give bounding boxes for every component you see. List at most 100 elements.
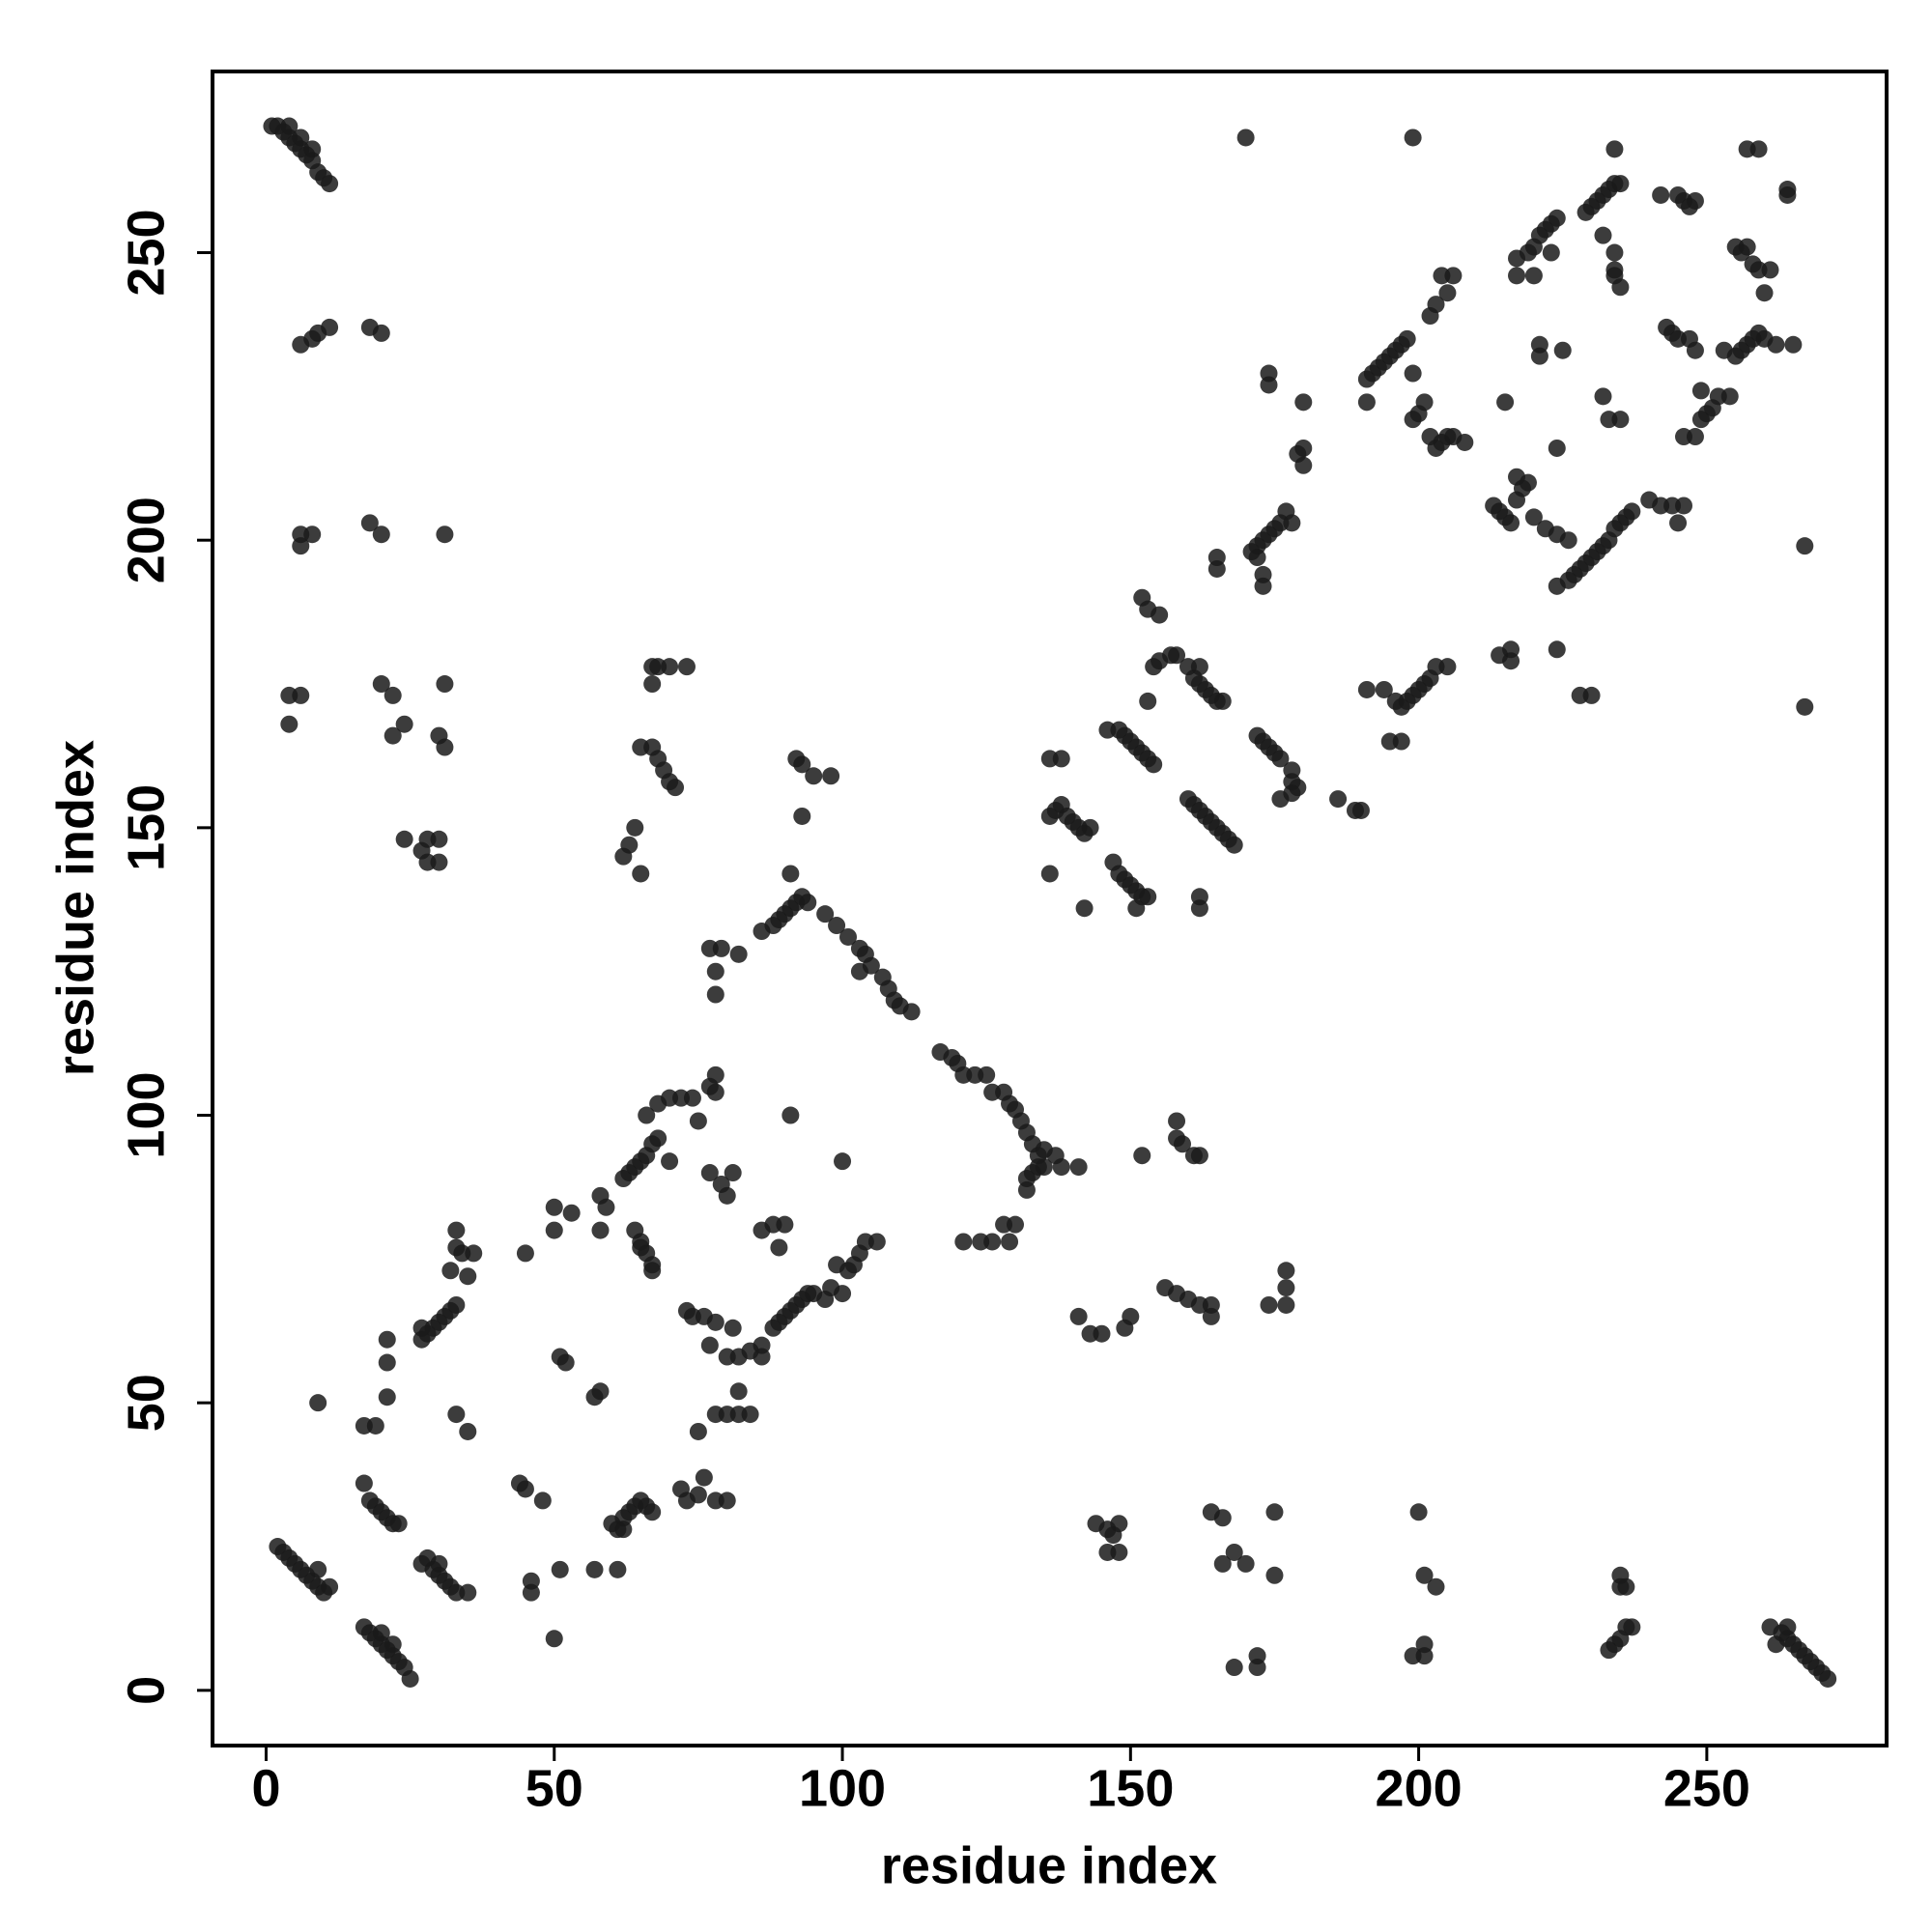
point (718, 1186, 736, 1205)
point (292, 686, 310, 704)
point (459, 1583, 477, 1602)
point (1236, 1554, 1255, 1573)
point (834, 1152, 852, 1171)
point (280, 117, 298, 135)
point (1225, 836, 1243, 854)
point (902, 1003, 921, 1021)
point (724, 1164, 742, 1182)
point (1007, 1215, 1025, 1234)
point (1017, 1180, 1036, 1199)
point (1248, 549, 1266, 567)
point (661, 658, 679, 676)
point (1691, 382, 1710, 400)
point (522, 1583, 540, 1602)
point (1755, 284, 1774, 302)
point (609, 1560, 627, 1578)
point (1248, 1659, 1266, 1677)
point (1254, 577, 1272, 595)
point (447, 1295, 466, 1314)
point (1190, 899, 1208, 918)
point (1502, 640, 1520, 659)
point (1456, 433, 1474, 451)
point (591, 1382, 610, 1401)
point (706, 1313, 724, 1331)
point (533, 1492, 552, 1510)
point (1174, 1135, 1192, 1153)
point (321, 318, 339, 336)
point (1404, 128, 1422, 147)
point (781, 1106, 800, 1124)
point (1168, 1112, 1186, 1130)
point (1260, 1295, 1278, 1314)
point (706, 985, 724, 1004)
point (430, 830, 448, 848)
point (1093, 1324, 1111, 1343)
point (1415, 1647, 1434, 1665)
point (1686, 191, 1704, 210)
point (729, 945, 748, 963)
point (1329, 790, 1348, 809)
point (384, 726, 402, 745)
x-tick-label: 0 (251, 1759, 280, 1817)
point (793, 755, 811, 774)
point (700, 1077, 719, 1095)
point (1778, 185, 1797, 204)
point (1040, 865, 1059, 883)
point (689, 1422, 707, 1440)
point (1052, 1158, 1070, 1177)
point (643, 1503, 662, 1521)
point (1427, 1577, 1445, 1596)
point (430, 853, 448, 871)
point (1398, 329, 1416, 348)
point (1415, 393, 1434, 412)
point (1202, 1307, 1220, 1325)
point (412, 1319, 431, 1337)
point (1168, 646, 1186, 665)
point (545, 1221, 563, 1239)
point (689, 1486, 707, 1504)
point (516, 1244, 534, 1263)
point (1139, 888, 1157, 906)
point (309, 1394, 327, 1412)
point (1784, 335, 1803, 354)
point (395, 715, 413, 733)
point (1548, 439, 1566, 457)
y-tick-label: 100 (117, 1071, 175, 1158)
point (1819, 1669, 1837, 1688)
point (1110, 1515, 1128, 1533)
point (378, 1330, 396, 1349)
x-tick-label: 50 (526, 1759, 583, 1817)
point (712, 939, 730, 957)
point (638, 1106, 656, 1124)
point (1294, 456, 1313, 474)
point (516, 1480, 534, 1498)
point (292, 537, 310, 555)
point (1508, 468, 1526, 486)
point (620, 836, 639, 854)
point (706, 962, 724, 980)
point (793, 807, 811, 825)
point (355, 1474, 373, 1492)
point (1213, 1509, 1232, 1527)
point (689, 1112, 707, 1130)
point (828, 1256, 846, 1274)
point (649, 1129, 668, 1148)
point (677, 658, 696, 676)
point (1594, 387, 1612, 406)
point (805, 767, 823, 785)
point (1686, 428, 1704, 446)
point (1720, 387, 1739, 406)
point (867, 1233, 886, 1251)
point (389, 1515, 408, 1533)
point (1611, 411, 1630, 429)
point (1623, 1618, 1641, 1636)
point (1611, 278, 1630, 297)
point (562, 1204, 581, 1222)
point (436, 526, 454, 544)
point (321, 175, 339, 193)
point (1069, 1158, 1088, 1177)
point (1151, 606, 1169, 624)
point (1524, 267, 1543, 285)
point (683, 1089, 701, 1107)
point (321, 1577, 339, 1596)
